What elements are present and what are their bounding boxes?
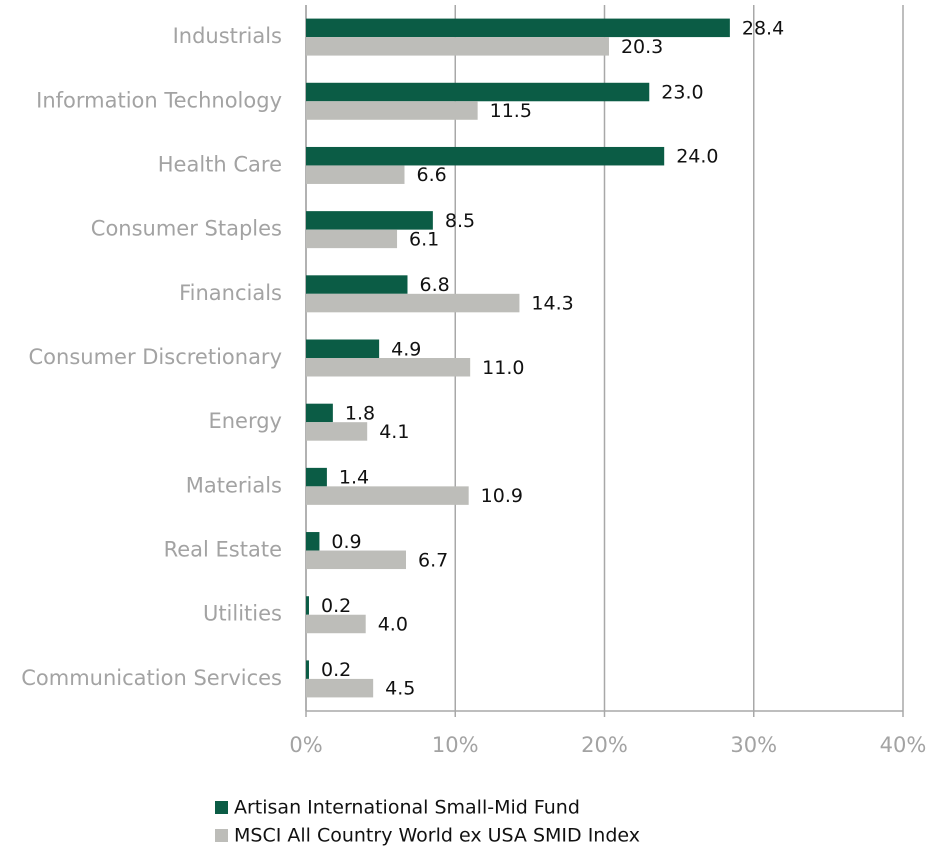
value-label: 6.8 [419, 274, 449, 296]
value-label: 20.3 [621, 36, 663, 58]
value-label: 10.9 [481, 485, 523, 507]
legend-label: MSCI All Country World ex USA SMID Index [234, 825, 640, 847]
value-label: 24.0 [676, 146, 718, 168]
bar [306, 660, 309, 679]
bar [306, 403, 333, 423]
bar [306, 229, 398, 249]
category-label: Industrials [173, 24, 282, 48]
bar [306, 293, 520, 313]
bar [306, 101, 478, 120]
bar [306, 596, 309, 615]
value-label: 6.7 [418, 549, 448, 571]
category-label: Materials [186, 473, 282, 497]
bar [306, 82, 650, 102]
value-label: 23.0 [661, 82, 703, 104]
legend-label: Artisan International Small-Mid Fund [234, 797, 580, 819]
bar [306, 486, 469, 505]
legend-swatch [215, 829, 228, 842]
x-tick-label: 40% [880, 733, 927, 757]
value-label: 6.6 [417, 164, 447, 186]
value-label: 1.4 [339, 467, 369, 489]
x-tick-label: 10% [432, 733, 479, 757]
bar [306, 37, 609, 56]
value-label: 6.1 [409, 228, 439, 250]
bar [306, 614, 366, 634]
x-tick-label: 30% [730, 733, 777, 757]
value-label: 11.5 [490, 100, 532, 122]
value-label: 4.1 [379, 421, 409, 443]
category-label: Consumer Staples [91, 217, 282, 241]
bar [306, 146, 665, 166]
value-label: 0.2 [321, 595, 351, 617]
bar [306, 339, 380, 358]
bar [306, 678, 374, 698]
value-label: 4.5 [385, 678, 415, 700]
bar [306, 532, 320, 551]
category-label: Communication Services [21, 666, 282, 690]
category-label: Financials [179, 281, 282, 305]
bar [306, 275, 408, 294]
bar [306, 550, 406, 570]
bar [306, 18, 730, 38]
bar [306, 211, 433, 230]
value-label: 0.9 [331, 531, 361, 553]
bar [306, 467, 327, 487]
value-label: 4.9 [391, 338, 421, 360]
category-label: Consumer Discretionary [29, 345, 283, 369]
value-label: 1.8 [345, 402, 375, 424]
category-label: Energy [208, 409, 282, 433]
category-label: Real Estate [164, 538, 282, 562]
bar [306, 165, 405, 184]
bar [306, 358, 471, 377]
category-label: Health Care [158, 152, 282, 176]
category-label: Information Technology [36, 88, 282, 112]
value-label: 0.2 [321, 659, 351, 681]
legend-swatch [215, 801, 228, 814]
value-label: 4.0 [378, 613, 408, 635]
value-label: 28.4 [742, 17, 784, 39]
value-label: 11.0 [482, 357, 524, 379]
x-tick-label: 20% [581, 733, 628, 757]
value-label: 8.5 [445, 210, 475, 232]
category-label: Utilities [203, 602, 282, 626]
value-label: 14.3 [531, 293, 573, 315]
x-tick-label: 0% [289, 733, 322, 757]
bar [306, 422, 368, 441]
